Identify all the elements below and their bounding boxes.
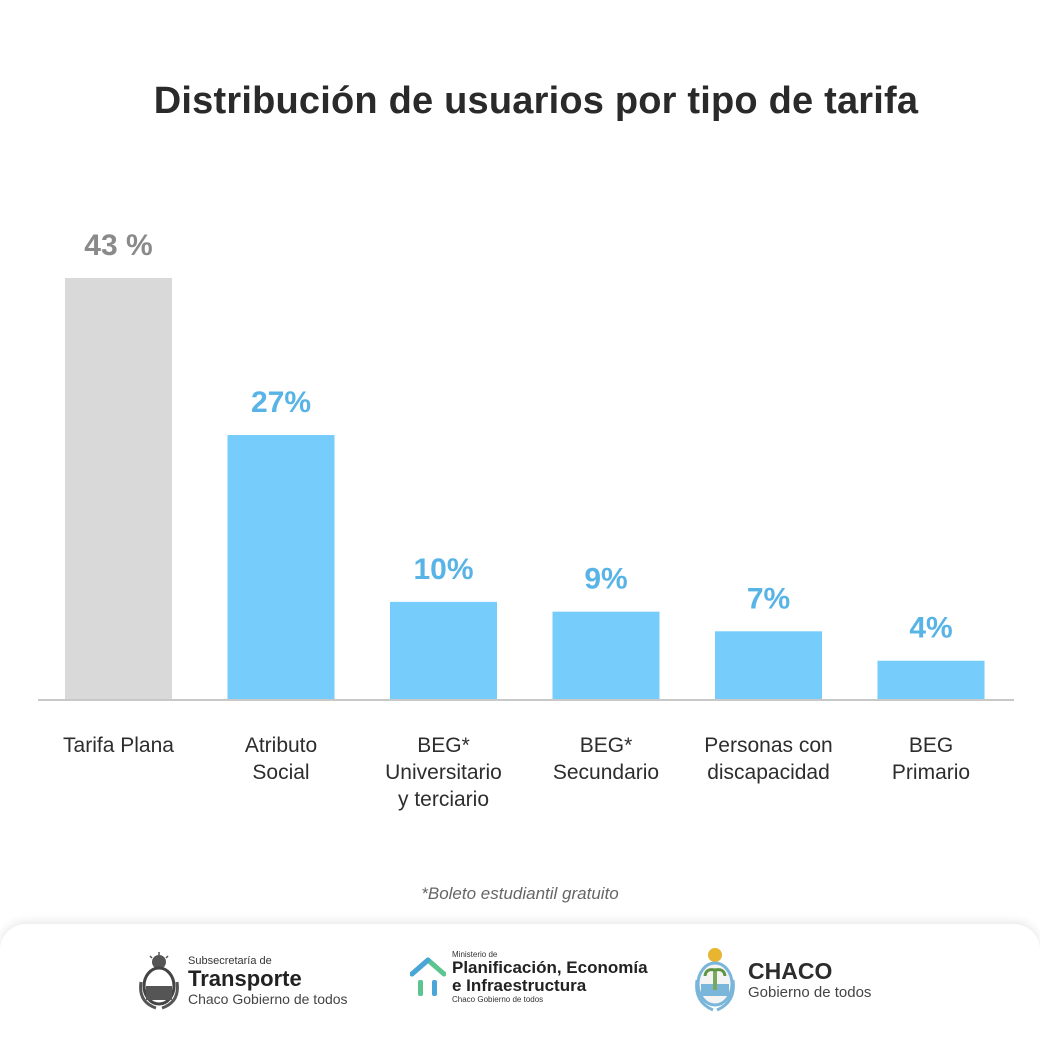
chaco-name: CHACO (748, 958, 833, 984)
ministerio-line2: e Infraestructura (452, 976, 587, 995)
category-label-5: Personas con discapacidad (704, 734, 833, 784)
category-label-4: BEG* Secundario (552, 734, 660, 784)
bar-2 (227, 435, 335, 700)
footer-logos: Subsecretaría de Transporte Chaco Gobier… (0, 924, 1040, 1040)
coat-of-arms-icon (139, 952, 179, 1010)
bar-1 (65, 278, 172, 700)
value-label-2: 27% (251, 386, 311, 419)
category-label-3: BEG* Universitario y terciario (385, 734, 502, 811)
category-label-6: BEG Primario (891, 734, 971, 784)
value-label-5: 7% (747, 582, 790, 615)
ministerio-pre: Ministerio de (452, 950, 498, 959)
bar-5 (715, 631, 822, 700)
footnote: *Boleto estudiantil gratuito (421, 884, 619, 903)
chaco-seal-icon (695, 948, 735, 1012)
transporte-sub: Chaco Gobierno de todos (188, 991, 348, 1007)
value-label-4: 9% (584, 563, 627, 596)
chart-title: Distribución de usuarios por tipo de tar… (153, 80, 919, 122)
value-label-1: 43 % (84, 229, 152, 262)
bar-4 (552, 611, 660, 700)
house-icon (410, 957, 446, 996)
transporte-logo: Subsecretaría de Transporte Chaco Gobier… (138, 952, 348, 1010)
value-label-3: 10% (413, 553, 473, 586)
transporte-pre: Subsecretaría de (188, 955, 272, 967)
ministerio-sub: Chaco Gobierno de todos (452, 995, 544, 1004)
bar-6 (877, 660, 985, 700)
bar-3 (390, 601, 497, 700)
chaco-logo: CHACO Gobierno de todos (692, 946, 871, 1014)
transporte-name: Transporte (188, 966, 302, 991)
chaco-sub: Gobierno de todos (748, 984, 872, 1001)
category-label-1: Tarifa Plana (63, 734, 174, 757)
ministerio-logo: Ministerio de Planificación, Economía e … (410, 950, 648, 1004)
value-label-6: 4% (909, 612, 952, 645)
category-label-2: Atributo Social (244, 734, 318, 784)
ministerio-line1: Planificación, Economía (452, 958, 648, 977)
